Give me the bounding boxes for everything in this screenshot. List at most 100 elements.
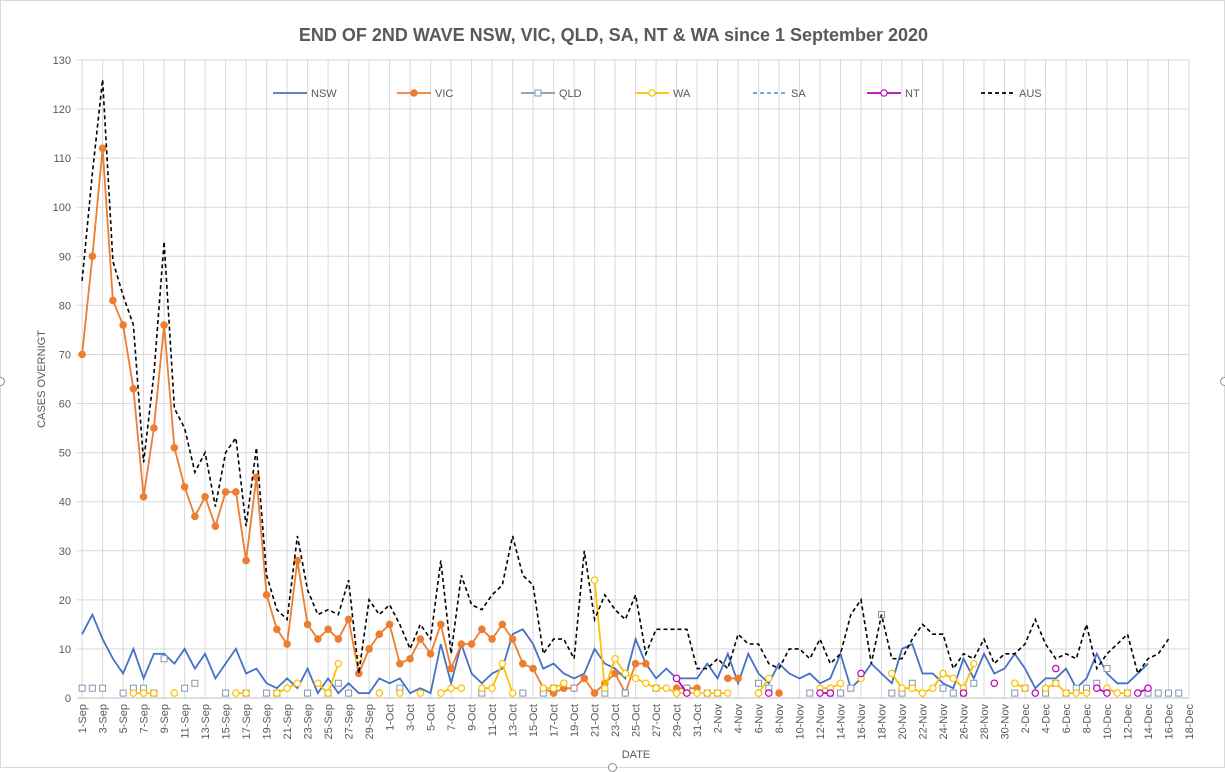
data-point: [488, 635, 496, 643]
x-tick-label: 1-Oct: [385, 704, 397, 731]
data-point: [160, 655, 168, 663]
legend-item-vic: VIC: [397, 88, 453, 100]
x-tick-label: 8-Nov: [774, 704, 786, 734]
series-aus: [81, 79, 1170, 676]
data-point: [191, 512, 199, 521]
data-point: [662, 684, 671, 692]
resize-handle-right[interactable]: [1220, 377, 1225, 386]
x-tick-label: 3-Sep: [98, 704, 110, 733]
data-point: [611, 669, 619, 678]
y-tick-label: 40: [59, 497, 71, 509]
data-point: [293, 679, 302, 688]
data-point: [232, 689, 240, 697]
data-point: [150, 424, 158, 432]
data-point: [488, 684, 496, 692]
data-point: [1010, 679, 1019, 688]
data-point: [939, 684, 947, 692]
resize-handle-left[interactable]: [0, 377, 5, 386]
x-tick-label: 14-Nov: [836, 704, 848, 740]
x-tick-label: 2-Nov: [713, 704, 725, 734]
data-point: [324, 689, 332, 697]
x-tick-label: 16-Dec: [1164, 704, 1176, 740]
x-tick-label: 12-Nov: [815, 704, 827, 740]
legend-label: NT: [905, 88, 920, 100]
data-point: [1051, 664, 1060, 673]
data-point: [396, 689, 404, 697]
x-tick-label: 23-Oct: [610, 704, 622, 737]
legend-label: WA: [673, 88, 691, 100]
data-point: [191, 679, 199, 687]
data-point: [334, 635, 343, 643]
data-point: [88, 684, 96, 692]
data-point: [119, 689, 127, 697]
y-tick-label: 90: [59, 251, 71, 263]
data-point: [437, 689, 445, 697]
chart-title: END OF 2ND WAVE NSW, VIC, QLD, SA, NT & …: [298, 25, 929, 45]
data-point: [478, 684, 486, 692]
data-point: [724, 689, 732, 697]
data-point: [1011, 689, 1019, 697]
x-tick-label: 3-Oct: [405, 704, 417, 731]
data-point: [1144, 684, 1152, 692]
data-point: [181, 684, 189, 692]
data-point: [1072, 689, 1081, 697]
data-point: [498, 620, 507, 629]
data-point: [273, 689, 281, 697]
data-point: [969, 659, 978, 668]
x-tick-label: 7-Sep: [139, 704, 151, 733]
data-point: [334, 659, 343, 668]
data-point: [293, 556, 302, 565]
data-point: [283, 684, 291, 692]
series-qld: [78, 611, 1183, 697]
data-point: [764, 674, 773, 683]
data-point: [519, 689, 527, 697]
x-tick-label: 5-Sep: [118, 704, 130, 733]
data-point: [529, 664, 537, 673]
data-point: [334, 679, 342, 687]
data-point: [242, 556, 250, 565]
data-point: [416, 635, 425, 643]
x-tick-label: 12-Dec: [1123, 704, 1135, 740]
data-point: [642, 659, 650, 668]
data-point: [1031, 689, 1040, 697]
legend-label: VIC: [435, 88, 453, 100]
x-tick-label: 13-Sep: [200, 704, 212, 739]
data-point: [621, 669, 630, 678]
data-point: [304, 689, 312, 697]
data-point: [365, 645, 373, 653]
data-point: [242, 689, 250, 697]
data-point: [1113, 689, 1122, 697]
data-point: [478, 625, 486, 634]
data-point: [601, 684, 609, 692]
x-tick-label: 6-Dec: [1061, 704, 1073, 734]
x-tick-label: 6-Nov: [754, 704, 766, 734]
data-point: [129, 385, 138, 393]
x-tick-label: 5-Oct: [426, 704, 438, 731]
data-point: [1175, 689, 1183, 697]
x-tick-label: 16-Nov: [856, 704, 868, 740]
x-tick-label: 2-Dec: [1020, 704, 1032, 734]
x-tick-label: 11-Oct: [487, 704, 499, 736]
data-point: [642, 679, 650, 688]
data-point: [949, 689, 957, 697]
data-point: [263, 689, 271, 697]
x-tick-label: 4-Dec: [1041, 704, 1053, 734]
data-point: [416, 689, 425, 697]
data-point: [959, 689, 968, 697]
data-point: [324, 625, 332, 634]
data-point: [375, 630, 384, 639]
data-point: [621, 689, 629, 697]
data-point: [580, 674, 589, 683]
x-tick-label: 7-Oct: [446, 704, 458, 731]
x-tick-label: 18-Nov: [877, 704, 889, 740]
data-point: [990, 679, 999, 688]
y-tick-label: 10: [59, 644, 71, 656]
data-point: [78, 684, 86, 692]
x-tick-label: 19-Oct: [569, 704, 581, 737]
data-point: [1082, 689, 1091, 697]
data-point: [1165, 689, 1173, 697]
data-point: [457, 684, 466, 692]
data-point: [396, 659, 404, 668]
x-tick-label: 29-Sep: [364, 704, 376, 739]
legend-label: SA: [791, 88, 806, 100]
